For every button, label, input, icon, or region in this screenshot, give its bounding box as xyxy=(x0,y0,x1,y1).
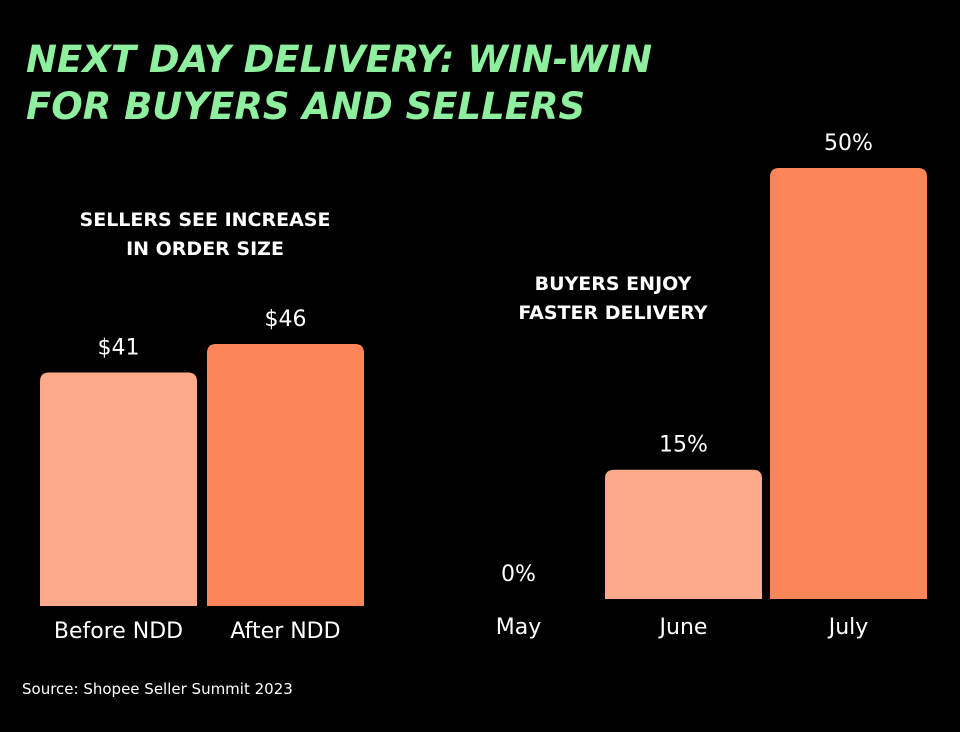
delivery-title-line-2: FASTER DELIVERY xyxy=(518,302,708,324)
order-size-category-label-after-ndd: After NDD xyxy=(230,619,340,644)
delivery-value-label-june: 15% xyxy=(659,433,708,458)
delivery-value-label-july: 50% xyxy=(824,131,873,156)
order-size-title-line-2: IN ORDER SIZE xyxy=(126,238,284,260)
order-size-category-label-before-ndd: Before NDD xyxy=(54,619,183,644)
delivery-chart-title: BUYERS ENJOY FASTER DELIVERY xyxy=(495,270,731,328)
title-line-2: FOR BUYERS AND SELLERS xyxy=(26,85,586,128)
order-size-value-label-after-ndd: $46 xyxy=(265,307,307,332)
source-note: Source: Shopee Seller Summit 2023 xyxy=(22,680,293,698)
page-title: NEXT DAY DELIVERY: WIN-WIN FOR BUYERS AN… xyxy=(26,36,652,130)
order-size-bar-before-ndd xyxy=(40,372,197,606)
delivery-title-line-1: BUYERS ENJOY xyxy=(534,273,692,295)
order-size-chart-title: SELLERS SEE INCREASE IN ORDER SIZE xyxy=(40,206,370,264)
delivery-category-label-june: June xyxy=(658,615,708,640)
order-size-title-line-1: SELLERS SEE INCREASE xyxy=(79,209,331,231)
delivery-bar-june xyxy=(605,469,762,599)
delivery-category-label-july: July xyxy=(827,615,869,640)
delivery-value-label-may: 0% xyxy=(501,562,536,587)
delivery-category-label-may: May xyxy=(496,615,541,640)
delivery-bar-july xyxy=(770,168,927,599)
order-size-bar-after-ndd xyxy=(207,344,364,606)
order-size-value-label-before-ndd: $41 xyxy=(98,335,140,360)
title-line-1: NEXT DAY DELIVERY: WIN-WIN xyxy=(26,38,653,81)
